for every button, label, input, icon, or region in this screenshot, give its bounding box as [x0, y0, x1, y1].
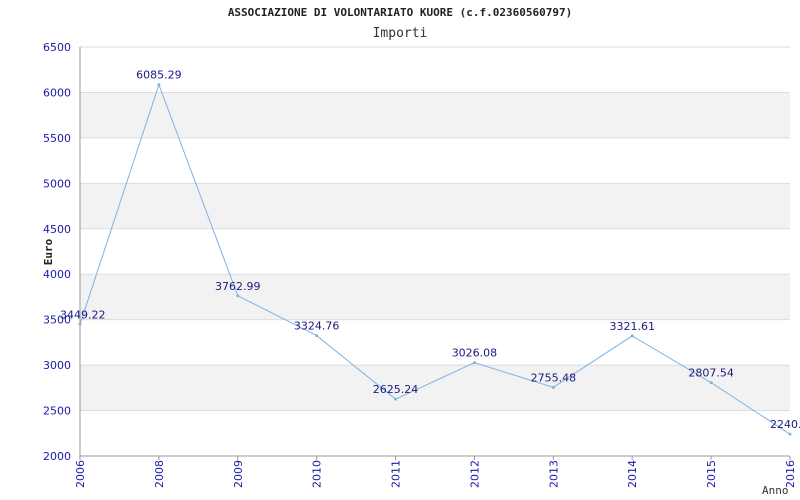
data-point: [315, 334, 319, 338]
data-point: [78, 322, 82, 326]
data-point: [709, 381, 713, 385]
x-tick-label: 2013: [547, 460, 560, 488]
x-tick-label: 2009: [232, 460, 245, 488]
series-line: [78, 83, 792, 436]
y-tick-label: 2000: [43, 450, 71, 463]
series-path: [79, 83, 791, 435]
data-point: [157, 83, 161, 87]
chart-subtitle: Importi: [373, 26, 428, 41]
y-tick-label: 6500: [43, 41, 71, 54]
y-axis-ticks: 2000 2500 3000 3500 4000 4500 5000 5500 6000 6500: [43, 41, 71, 463]
grid-band: [80, 92, 790, 138]
data-point: [236, 294, 240, 298]
data-label: 2625.24: [373, 383, 419, 396]
y-tick-label: 3000: [43, 359, 71, 372]
data-label: 3449.22: [60, 308, 106, 321]
grid-lines: [80, 46, 790, 457]
y-tick-label: 5500: [43, 132, 71, 145]
x-tick-label: 2015: [705, 460, 718, 488]
y-tick-label: 6000: [43, 86, 71, 99]
y-tick-label: 2500: [43, 405, 71, 418]
grid-band: [80, 365, 790, 411]
x-tick-label: 2011: [390, 460, 403, 488]
data-label: 2240.4: [770, 418, 800, 431]
x-tick-label: 2008: [153, 460, 166, 488]
data-label: 6085.29: [136, 69, 182, 82]
data-label: 3324.76: [294, 320, 340, 333]
data-label: 2807.54: [688, 367, 734, 380]
grid-band: [80, 274, 790, 320]
data-point: [788, 432, 792, 436]
data-point: [394, 397, 398, 401]
x-axis-ticks: 2006 2008 2009 2010 2011 2012 2013 2014 2015 2016: [74, 456, 797, 488]
x-tick-label: 2006: [74, 460, 87, 488]
y-tick-label: 3500: [43, 314, 71, 327]
chart-title: ASSOCIAZIONE DI VOLONTARIATO KUORE (c.f.…: [228, 6, 572, 19]
grid-band: [80, 183, 790, 229]
data-label: 3026.08: [452, 347, 498, 360]
y-tick-label: 4000: [43, 268, 71, 281]
x-tick-label: 2010: [311, 460, 324, 488]
data-point: [630, 334, 634, 338]
y-tick-label: 5000: [43, 177, 71, 190]
y-tick-label: 4500: [43, 223, 71, 236]
y-axis-label: Euro: [42, 238, 55, 265]
data-label: 3321.61: [609, 320, 655, 333]
grid-bands: [80, 92, 790, 411]
data-label: 2755.48: [531, 371, 577, 384]
x-tick-label: 2014: [626, 460, 639, 488]
axes: [79, 47, 790, 457]
x-axis-label: Anno: [762, 484, 789, 497]
x-tick-label: 2012: [468, 460, 481, 488]
data-label: 3762.99: [215, 280, 261, 293]
data-point: [551, 385, 555, 389]
x-tick-label: 2016: [784, 460, 797, 488]
data-labels: 3449.22 6085.29 3762.99 3324.76 2625.24 3026.…: [60, 69, 800, 431]
data-point: [472, 361, 476, 365]
